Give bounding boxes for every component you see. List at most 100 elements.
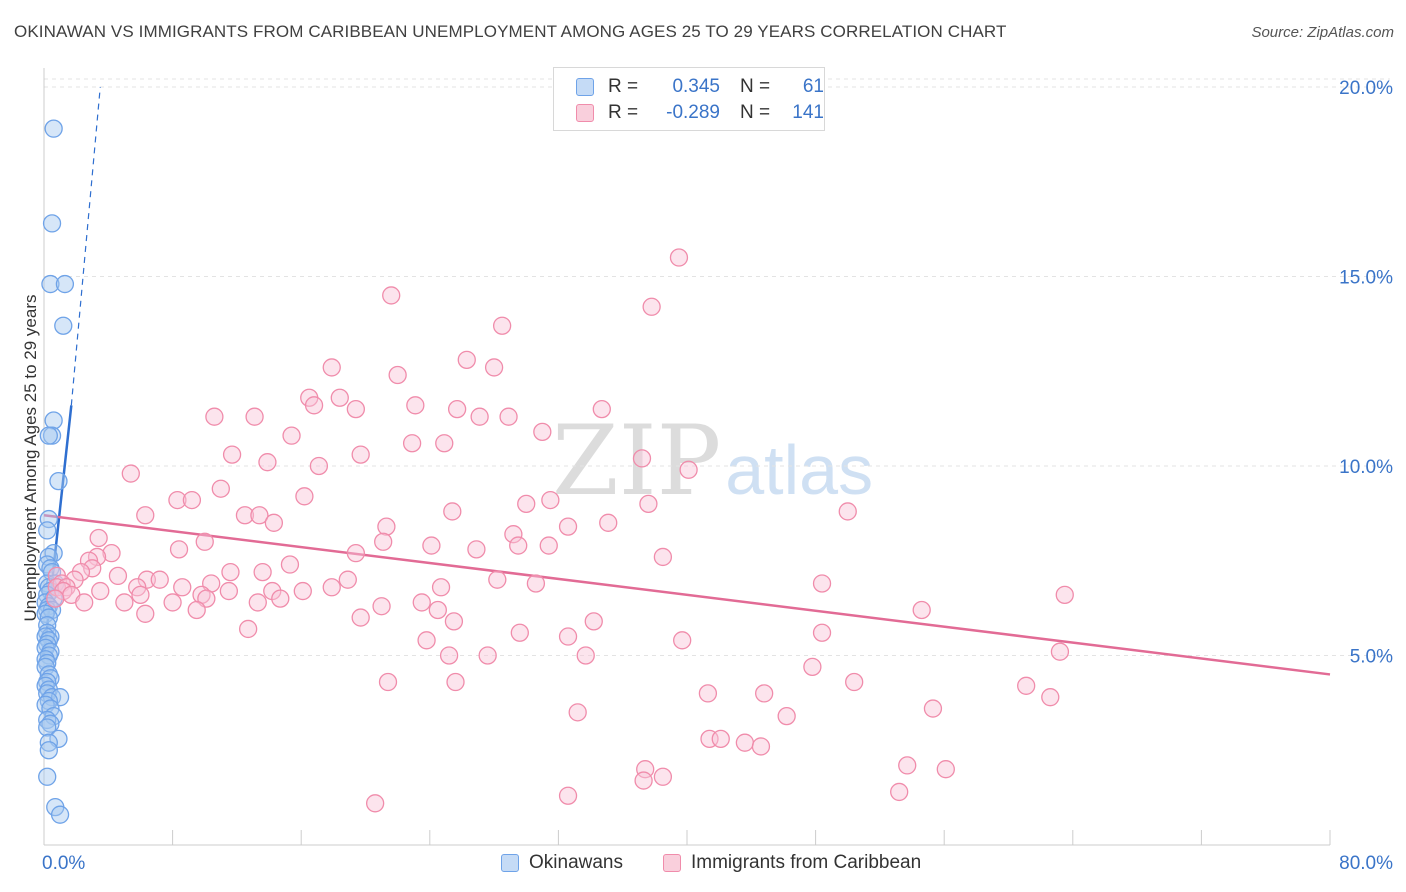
caribbean-point [636, 760, 655, 779]
okinawan-point [39, 733, 58, 752]
caribbean-point [1041, 688, 1060, 707]
caribbean-point [509, 536, 528, 555]
caribbean-point [330, 388, 349, 407]
bottom-legend-okinawans: Okinawans [501, 852, 623, 874]
caribbean-point [293, 581, 312, 601]
caribbean-point [558, 627, 578, 646]
legend-row-okinawans: R = 0.345 N = 61 [576, 75, 824, 99]
caribbean-point [812, 623, 832, 642]
caribbean-point [447, 399, 467, 419]
caribbean-point [446, 672, 465, 692]
caribbean-point [137, 570, 157, 589]
okinawan-point [38, 767, 57, 786]
caribbean-point [568, 703, 587, 722]
caribbean-point [258, 453, 277, 472]
caribbean-point [599, 513, 618, 532]
caribbean-swatch [576, 104, 594, 122]
caribbean-point [504, 525, 523, 544]
caribbean-point [936, 760, 955, 779]
caribbean-point [245, 407, 264, 426]
caribbean-point [488, 570, 507, 589]
caribbean-point [417, 631, 436, 650]
caribbean-point [1050, 642, 1070, 661]
caribbean-point [669, 248, 689, 267]
caribbean-legend-label: Immigrants from Caribbean [691, 852, 922, 873]
caribbean-point [735, 733, 755, 752]
caribbean-point [89, 528, 108, 548]
caribbean-point [803, 657, 822, 677]
caribbean-point [91, 581, 110, 601]
caribbean-point [322, 358, 341, 377]
y-axis-title: Unemployment Among Ages 25 to 29 years [21, 295, 40, 622]
caribbean-point [351, 445, 370, 464]
caribbean-point [83, 559, 102, 578]
caribbean-point [558, 517, 578, 536]
caribbean-point [412, 593, 431, 612]
caribbean-point [271, 589, 290, 608]
caribbean-point [195, 532, 214, 551]
caribbean-point [435, 434, 454, 453]
caribbean-point [239, 619, 258, 639]
okinawan-trend-line [42, 405, 73, 656]
tick-labels: 5.0% 10.0% 15.0% 20.0% 0.0% 80.0% Unemployment… [21, 78, 1393, 874]
caribbean-point [282, 426, 301, 445]
okinawan-point [39, 426, 58, 445]
caribbean-point [1055, 585, 1074, 604]
n-label: N = [740, 102, 771, 123]
caribbean-point [443, 502, 462, 521]
caribbean-point [592, 399, 611, 419]
caribbean-point [115, 593, 134, 612]
caribbean-point [431, 578, 451, 597]
okinawan-point [38, 616, 57, 635]
y-tick-label: 15.0% [1339, 267, 1393, 288]
caribbean-point [777, 706, 796, 726]
caribbean-point [890, 782, 909, 802]
caribbean-point [517, 494, 536, 514]
caribbean-point [169, 540, 189, 559]
caribbean-point [382, 286, 401, 305]
caribbean-point [634, 771, 653, 790]
caribbean-point [131, 585, 150, 604]
caribbean-point [304, 396, 324, 415]
okinawans-swatch [576, 78, 594, 96]
watermark-suffix: atlas [725, 431, 874, 509]
caribbean-point [182, 490, 202, 510]
caribbean-point [235, 506, 255, 525]
caribbean-point [71, 562, 91, 582]
data-points [36, 119, 1074, 824]
r-label: R = [608, 102, 639, 123]
y-tick-label: 20.0% [1339, 78, 1393, 99]
y-tick-label: 5.0% [1350, 646, 1393, 667]
caribbean-point [584, 612, 603, 631]
caribbean-point [755, 684, 774, 703]
trend-lines [42, 86, 1331, 676]
caribbean-point [711, 729, 730, 749]
caribbean-point [576, 646, 595, 665]
caribbean-point [526, 574, 546, 593]
chart-title: OKINAWAN VS IMMIGRANTS FROM CARIBBEAN UN… [14, 22, 1007, 41]
caribbean-point [295, 487, 314, 506]
okinawan-point [38, 718, 57, 737]
caribbean-point [346, 399, 366, 419]
okinawan-point [44, 119, 63, 138]
caribbean-point [378, 672, 398, 692]
okinawan-point [42, 214, 62, 233]
caribbean-point [338, 570, 357, 589]
caribbean-point [428, 600, 447, 620]
caribbean-point [751, 737, 771, 756]
caribbean-point [253, 562, 272, 582]
caribbean-point [698, 684, 718, 703]
okinawans-legend-swatch [501, 854, 519, 872]
grid-lines [44, 78, 1390, 656]
okinawan-point [39, 509, 58, 529]
caribbean-point [492, 316, 512, 335]
okinawan-trend-extension [70, 86, 101, 406]
caribbean-point [46, 589, 65, 608]
caribbean-point [211, 479, 230, 498]
caribbean-point [439, 646, 459, 665]
caribbean-point [898, 756, 917, 775]
caribbean-point [221, 562, 240, 582]
caribbean-point [264, 513, 284, 532]
caribbean-point [205, 407, 224, 426]
